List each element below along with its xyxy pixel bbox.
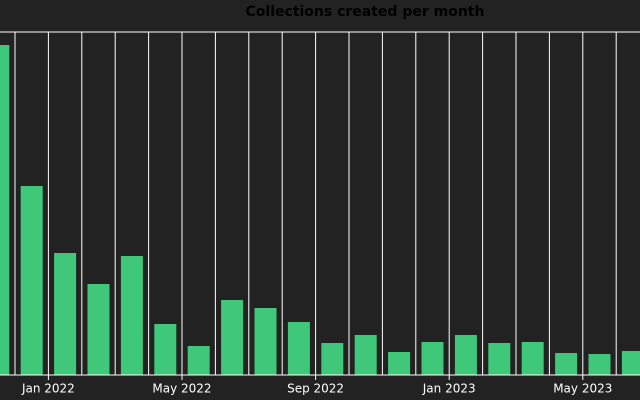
bar <box>287 322 310 375</box>
x-tick-label: Jan 2023 <box>422 382 476 396</box>
bar <box>621 351 640 375</box>
chart-title: Collections created per month <box>246 4 485 20</box>
bar <box>87 284 110 375</box>
x-tick-label: Jan 2022 <box>21 382 75 396</box>
bar <box>120 256 143 375</box>
bar <box>221 300 244 375</box>
bar <box>488 343 511 375</box>
bar <box>388 352 411 375</box>
bar <box>354 335 377 375</box>
bar <box>154 324 177 375</box>
bar <box>588 354 611 375</box>
x-tick-label: May 2022 <box>152 382 211 396</box>
bar <box>0 45 10 375</box>
bar <box>54 253 77 375</box>
bar <box>20 186 43 375</box>
bar <box>555 353 578 375</box>
x-tick-label: May 2023 <box>553 382 612 396</box>
bar <box>454 335 477 375</box>
bar <box>521 342 544 375</box>
bar <box>187 346 210 375</box>
bar <box>321 343 344 375</box>
bar <box>254 308 277 375</box>
x-tick-label: Sep 2022 <box>287 382 344 396</box>
bar <box>421 342 444 375</box>
